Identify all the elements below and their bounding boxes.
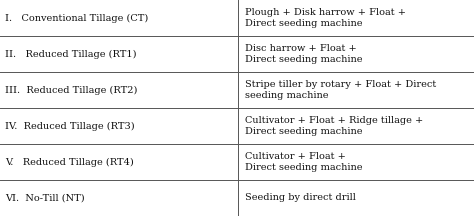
- Text: I.   Conventional Tillage (CT): I. Conventional Tillage (CT): [5, 13, 148, 22]
- Text: Plough + Disk harrow + Float +
Direct seeding machine: Plough + Disk harrow + Float + Direct se…: [245, 8, 406, 28]
- Text: II.   Reduced Tillage (RT1): II. Reduced Tillage (RT1): [5, 49, 136, 59]
- Text: V.   Reduced Tillage (RT4): V. Reduced Tillage (RT4): [5, 157, 134, 167]
- Text: Stripe tiller by rotary + Float + Direct
seeding machine: Stripe tiller by rotary + Float + Direct…: [245, 80, 436, 100]
- Text: Seeding by direct drill: Seeding by direct drill: [245, 194, 356, 202]
- Text: Cultivator + Float + Ridge tillage +
Direct seeding machine: Cultivator + Float + Ridge tillage + Dir…: [245, 116, 423, 136]
- Text: III.  Reduced Tillage (RT2): III. Reduced Tillage (RT2): [5, 86, 137, 95]
- Text: Disc harrow + Float +
Direct seeding machine: Disc harrow + Float + Direct seeding mac…: [245, 44, 363, 64]
- Text: Cultivator + Float +
Direct seeding machine: Cultivator + Float + Direct seeding mach…: [245, 152, 363, 172]
- Text: VI.  No-Till (NT): VI. No-Till (NT): [5, 194, 84, 202]
- Text: IV.  Reduced Tillage (RT3): IV. Reduced Tillage (RT3): [5, 121, 134, 130]
